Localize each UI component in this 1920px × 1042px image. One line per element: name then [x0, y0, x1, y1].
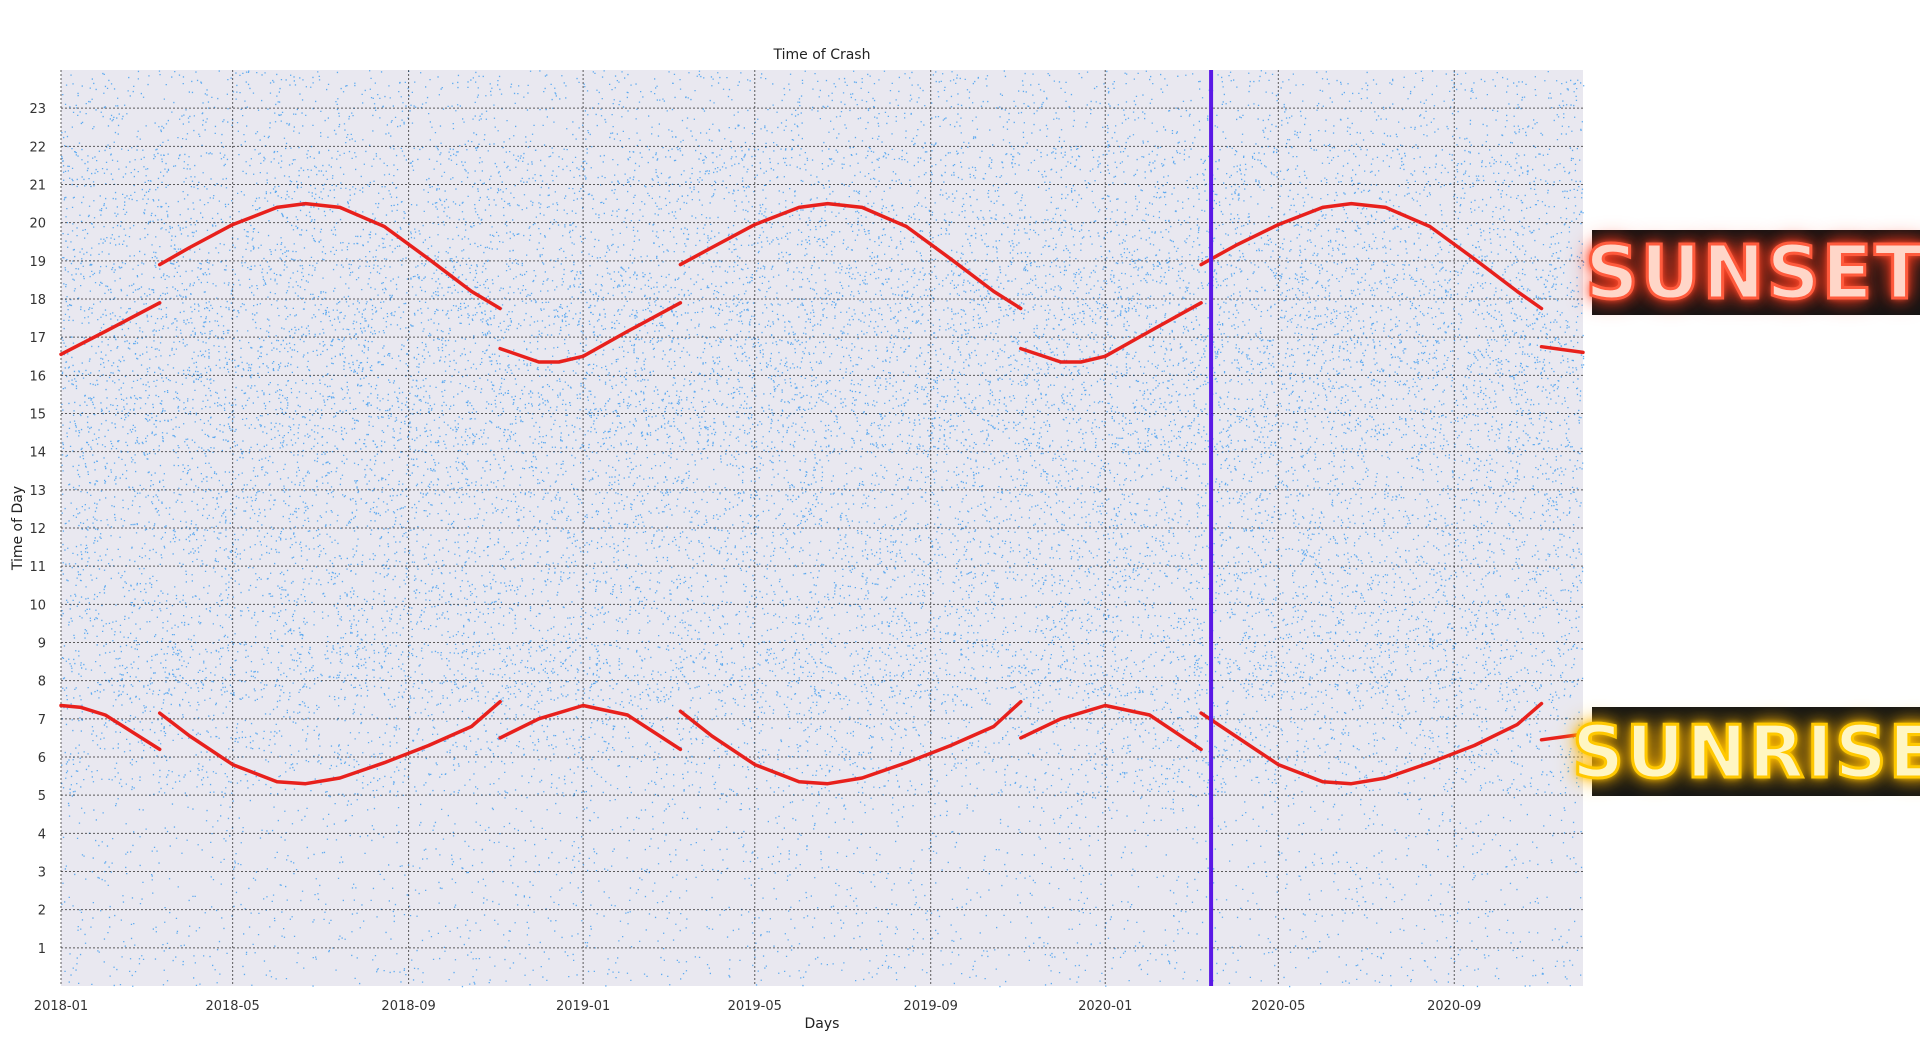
y-tick-label: 6 [38, 751, 46, 766]
y-tick-label: 12 [29, 522, 46, 537]
y-tick-label: 18 [29, 293, 46, 308]
y-tick-label: 22 [29, 140, 46, 155]
y-tick-label: 23 [29, 102, 46, 117]
y-tick-label: 4 [38, 827, 46, 842]
sunset-sign-text: SUNSET [1584, 228, 1920, 317]
x-tick-label: 2019-05 [728, 999, 782, 1014]
y-tick-label: 3 [38, 866, 46, 881]
sunrise-sign: SUNRISE [1571, 707, 1920, 796]
x-tick-label: 2019-09 [904, 999, 958, 1014]
x-axis-label: Days [805, 1016, 840, 1032]
y-tick-label: 11 [29, 560, 46, 575]
sunrise-curve-segment [1539, 732, 1585, 742]
y-tick-label: 15 [29, 408, 46, 423]
sun-curves [59, 201, 1585, 786]
y-axis-label: Time of Day [10, 486, 26, 571]
sunrise-curve-segment [498, 703, 683, 752]
sunset-curve-segment [678, 201, 1023, 311]
sunset-curve-segment [1019, 301, 1203, 364]
y-tick-label: 8 [38, 675, 46, 690]
y-tick-label: 10 [29, 598, 46, 613]
sunrise-curve-segment [1019, 703, 1203, 752]
sunset-curve-segment [59, 301, 162, 357]
sunrise-curve-segment [678, 699, 1023, 786]
x-tick-label: 2020-05 [1251, 999, 1305, 1014]
y-tick-label: 5 [38, 789, 46, 804]
chart-title: Time of Crash [773, 47, 871, 63]
y-tick-label: 13 [29, 484, 46, 499]
x-tick-label: 2019-01 [556, 999, 610, 1014]
sunset-sign: SUNSET [1584, 228, 1920, 317]
x-tick-label: 2020-09 [1427, 999, 1481, 1014]
y-tick-label: 21 [29, 179, 46, 194]
y-tick-label: 14 [29, 446, 46, 461]
sunset-curve-segment [1199, 201, 1544, 311]
sunrise-curve-segment [59, 703, 162, 752]
sunrise-sign-text: SUNRISE [1571, 708, 1920, 795]
y-tick-label: 1 [38, 942, 46, 957]
y-tick-label: 9 [38, 637, 46, 652]
sunrise-curve-segment [1199, 701, 1544, 786]
x-tick-label: 2018-01 [34, 999, 88, 1014]
x-tick-label: 2020-01 [1078, 999, 1132, 1014]
grid-lines [60, 70, 1583, 986]
x-tick-label: 2018-09 [381, 999, 435, 1014]
y-tick-label: 20 [29, 217, 46, 232]
sunset-curve-segment [498, 301, 683, 364]
y-tick-label: 19 [29, 255, 46, 270]
y-tick-label: 7 [38, 713, 46, 728]
y-tick-label: 17 [29, 331, 46, 346]
y-tick-label: 16 [29, 369, 46, 384]
sunset-curve-segment [1539, 344, 1585, 355]
sunrise-curve-segment [157, 699, 502, 786]
sunset-curve-segment [157, 201, 502, 311]
x-tick-labels: 2018-01 2018-05 2018-09 2019-01 2019-05 2019-… [34, 999, 1482, 1014]
y-tick-label: 2 [38, 904, 46, 919]
x-tick-label: 2018-05 [205, 999, 259, 1014]
